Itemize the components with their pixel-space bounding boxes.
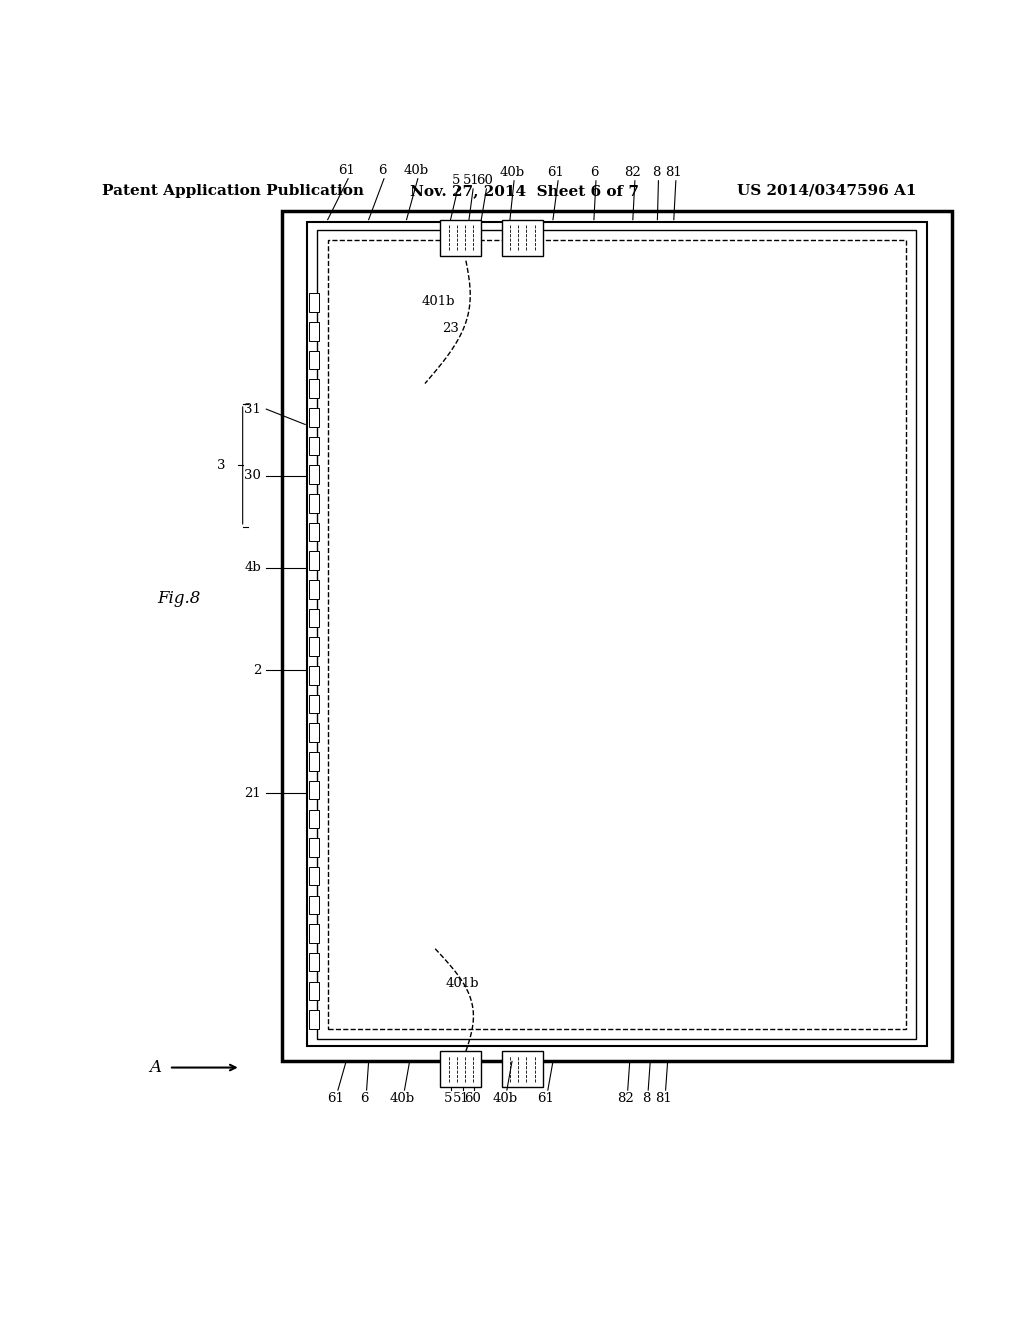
Bar xyxy=(309,781,319,800)
Text: 30: 30 xyxy=(245,469,261,482)
Text: Patent Application Publication: Patent Application Publication xyxy=(102,183,365,198)
Bar xyxy=(309,379,319,397)
Bar xyxy=(309,667,319,685)
Bar xyxy=(502,219,543,256)
Bar xyxy=(309,953,319,972)
Bar xyxy=(309,293,319,312)
Bar xyxy=(307,222,927,1045)
Text: 23: 23 xyxy=(442,322,459,335)
Bar xyxy=(309,867,319,886)
Text: 51: 51 xyxy=(453,1092,469,1105)
Bar xyxy=(309,494,319,512)
Text: 4b: 4b xyxy=(245,561,261,574)
Bar xyxy=(328,240,906,1028)
Bar xyxy=(309,982,319,1001)
Text: 82: 82 xyxy=(617,1092,634,1105)
Bar xyxy=(309,552,319,570)
Text: 401b: 401b xyxy=(422,296,456,308)
Text: 61: 61 xyxy=(338,164,354,177)
Bar xyxy=(317,230,916,1039)
Text: 5: 5 xyxy=(444,1092,453,1105)
Bar xyxy=(309,466,319,484)
Text: US 2014/0347596 A1: US 2014/0347596 A1 xyxy=(737,183,916,198)
Bar xyxy=(502,1051,543,1086)
Text: 61: 61 xyxy=(538,1092,554,1105)
Bar xyxy=(309,838,319,857)
Text: 31: 31 xyxy=(245,403,261,416)
Bar xyxy=(309,638,319,656)
Bar xyxy=(440,1051,481,1086)
Text: Fig.8: Fig.8 xyxy=(158,590,201,607)
Bar xyxy=(309,924,319,942)
Text: 6: 6 xyxy=(360,1092,369,1105)
Text: 61: 61 xyxy=(548,166,564,178)
Bar xyxy=(309,609,319,627)
Text: 60: 60 xyxy=(476,174,493,187)
Bar xyxy=(440,219,481,256)
Bar xyxy=(309,408,319,426)
Bar xyxy=(309,752,319,771)
Bar xyxy=(309,579,319,598)
Text: 2: 2 xyxy=(253,664,261,677)
Text: 401b: 401b xyxy=(445,977,479,990)
Text: 81: 81 xyxy=(666,166,682,178)
Text: 8: 8 xyxy=(652,166,660,178)
Bar xyxy=(309,437,319,455)
Text: 5: 5 xyxy=(452,174,460,187)
Text: 40b: 40b xyxy=(390,1092,415,1105)
Bar xyxy=(309,694,319,713)
Bar xyxy=(282,211,952,1061)
Text: 40b: 40b xyxy=(493,1092,517,1105)
Bar xyxy=(309,809,319,828)
Text: Nov. 27, 2014  Sheet 6 of 7: Nov. 27, 2014 Sheet 6 of 7 xyxy=(410,183,639,198)
Bar xyxy=(309,723,319,742)
Bar xyxy=(309,322,319,341)
Text: 81: 81 xyxy=(655,1092,672,1105)
Text: 6: 6 xyxy=(590,166,598,178)
Text: 8: 8 xyxy=(642,1092,650,1105)
Bar xyxy=(309,523,319,541)
Bar xyxy=(309,895,319,913)
Text: A: A xyxy=(148,1059,161,1076)
Text: 40b: 40b xyxy=(403,164,428,177)
Text: 61: 61 xyxy=(328,1092,344,1105)
Text: 3: 3 xyxy=(217,459,225,473)
Text: 21: 21 xyxy=(245,787,261,800)
Text: 40b: 40b xyxy=(500,166,524,178)
Text: 6: 6 xyxy=(378,164,386,177)
Bar xyxy=(309,1010,319,1028)
Text: 60: 60 xyxy=(464,1092,480,1105)
Text: 82: 82 xyxy=(625,166,641,178)
Bar xyxy=(309,351,319,370)
Text: 51: 51 xyxy=(463,174,479,187)
